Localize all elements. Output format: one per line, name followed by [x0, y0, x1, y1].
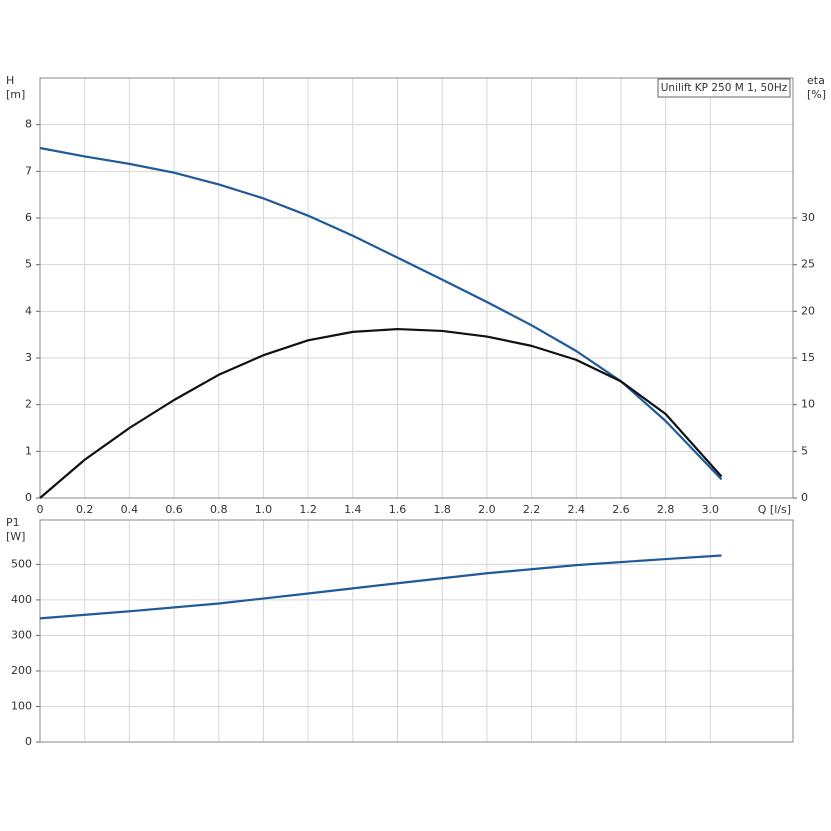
y-tick-label: 100 [11, 699, 32, 712]
x-tick-label: 1.2 [299, 503, 317, 516]
y-tick-label: 0 [25, 735, 32, 748]
x-axis-label: Q [l/s] [758, 503, 791, 516]
data-line [39, 146, 723, 481]
y-axis-label: H [6, 74, 14, 87]
y-tick-label: 300 [11, 628, 32, 641]
x-tick-label: 1.0 [255, 503, 273, 516]
plot-border [39, 519, 794, 743]
x-tick-label: 1.6 [389, 503, 407, 516]
y-tick-label: 6 [25, 211, 32, 224]
x-tick-label: 0.2 [76, 503, 94, 516]
x-tick-label: 2.6 [612, 503, 630, 516]
y-tick-label: 2 [25, 398, 32, 411]
y-tick-label: 200 [11, 664, 32, 677]
data-line [39, 327, 723, 499]
y-tick-label: 400 [11, 593, 32, 606]
y-tick-label: 0 [25, 491, 32, 504]
x-tick-label: 1.8 [433, 503, 451, 516]
y-tick-label: 4 [25, 304, 32, 317]
x-tick-label: 0.8 [210, 503, 228, 516]
plot-border [39, 77, 794, 499]
data-line [39, 554, 722, 620]
y-axis-label: P1 [6, 516, 20, 529]
x-tick-label: 0.6 [165, 503, 183, 516]
x-tick-label: 2.0 [478, 503, 496, 516]
x-tick-label: 0 [37, 503, 44, 516]
y2-tick-label: 30 [801, 211, 815, 224]
y2-axis-label: eta [807, 74, 825, 87]
x-tick-label: 2.4 [568, 503, 586, 516]
y2-tick-label: 5 [801, 444, 808, 457]
y-tick-label: 8 [25, 118, 32, 131]
x-tick-label: 2.2 [523, 503, 541, 516]
y2-tick-label: 0 [801, 491, 808, 504]
y-tick-label: 3 [25, 351, 32, 364]
y-axis-unit: [W] [6, 530, 25, 543]
x-tick-label: 3.0 [702, 503, 720, 516]
y2-axis-unit: [%] [807, 88, 826, 101]
annotation: Unilift KP 250 M 1, 50Hz [661, 82, 788, 94]
y-tick-label: 500 [11, 557, 32, 570]
x-tick-label: 0.4 [121, 503, 139, 516]
y-axis-unit: [m] [6, 88, 25, 101]
y-tick-label: 5 [25, 258, 32, 271]
y2-tick-label: 15 [801, 351, 815, 364]
y2-tick-label: 10 [801, 398, 815, 411]
x-tick-label: 2.8 [657, 503, 675, 516]
y-tick-label: 1 [25, 444, 32, 457]
x-tick-label: 1.4 [344, 503, 362, 516]
y2-tick-label: 20 [801, 304, 815, 317]
y-tick-label: 7 [25, 164, 32, 177]
y2-tick-label: 25 [801, 258, 815, 271]
annotation-box [657, 78, 791, 98]
